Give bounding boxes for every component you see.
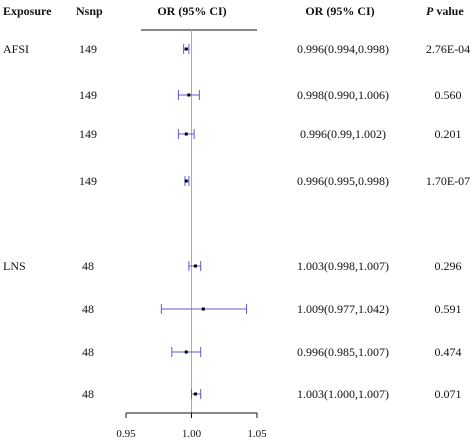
p-value: 0.591 — [434, 302, 462, 316]
header-p-value: P value — [426, 4, 464, 19]
or-ci-text: 0.996(0.985,1.007) — [297, 345, 389, 359]
header-p-letter: P — [426, 4, 434, 18]
point-estimate — [187, 93, 191, 97]
or-ci-text: 0.996(0.99,1.002) — [300, 127, 386, 141]
nsnp-value: 149 — [79, 88, 97, 102]
p-value: 0.474 — [434, 345, 462, 359]
header-exposure: Exposure — [3, 4, 52, 18]
or-ci-text: 0.996(0.994,0.998) — [297, 42, 389, 56]
p-value: 0.296 — [434, 259, 462, 273]
nsnp-value: 48 — [82, 259, 94, 273]
point-estimate — [184, 179, 188, 183]
header-p-word: value — [433, 4, 464, 18]
header-or-plot: OR (95% CI) — [157, 4, 227, 18]
or-ci-text: 0.998(0.990,1.006) — [297, 88, 389, 102]
p-value: 1.70E-07 — [425, 174, 471, 188]
p-value: 0.071 — [434, 387, 462, 401]
nsnp-value: 149 — [79, 174, 97, 188]
or-ci-text: 0.996(0.995,0.998) — [297, 174, 389, 188]
nsnp-value: 48 — [82, 387, 94, 401]
point-estimate — [193, 264, 197, 268]
exposure-label: AFSI — [3, 42, 30, 56]
point-estimate — [193, 392, 197, 396]
point-estimate — [184, 132, 188, 136]
point-estimate — [201, 307, 205, 311]
nsnp-value: 149 — [79, 42, 97, 56]
header-nsnp: Nsnp — [76, 4, 103, 18]
or-ci-text: 1.009(0.977,1.042) — [297, 302, 389, 316]
nsnp-value: 149 — [79, 127, 97, 141]
nsnp-value: 48 — [82, 302, 94, 316]
p-value: 0.560 — [434, 88, 462, 102]
x-tick-label: 1.05 — [247, 428, 267, 440]
exposure-label: LNS — [3, 259, 26, 273]
x-tick-label: 0.95 — [116, 428, 136, 440]
x-tick-label: 1.00 — [182, 428, 202, 440]
or-ci-text: 1.003(0.998,1.007) — [297, 259, 389, 273]
nsnp-value: 48 — [82, 345, 94, 359]
or-ci-text: 1.003(1.000,1.007) — [297, 387, 389, 401]
header-or-text: OR (95% CI) — [305, 4, 375, 18]
point-estimate — [184, 350, 188, 354]
p-value: 2.76E-04 — [425, 42, 471, 56]
p-value: 0.201 — [434, 127, 462, 141]
point-estimate — [184, 47, 188, 51]
